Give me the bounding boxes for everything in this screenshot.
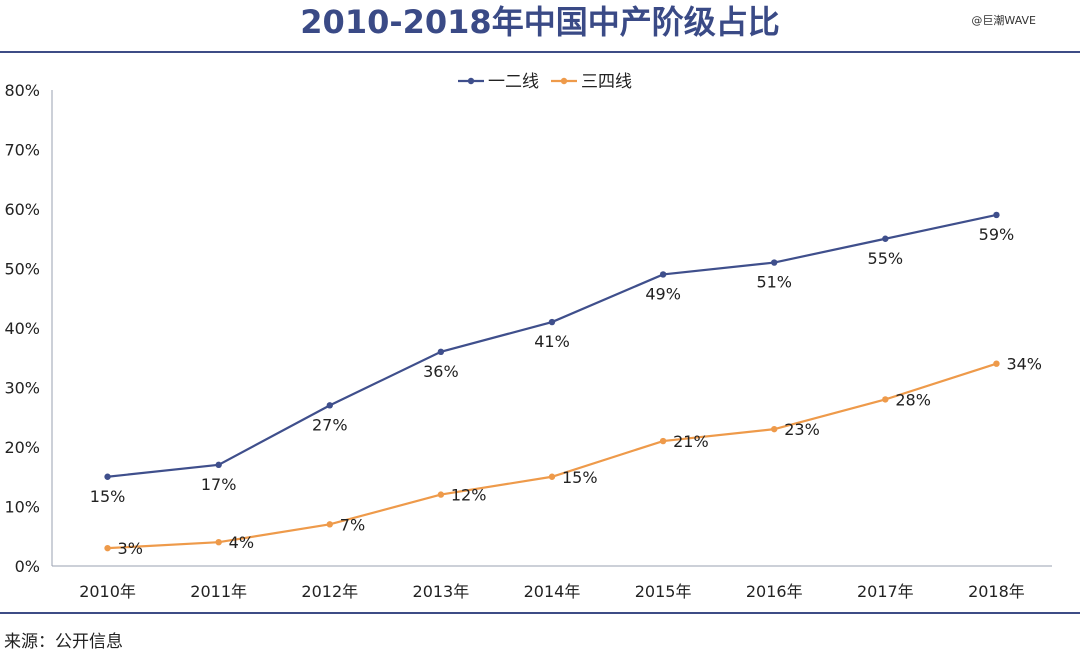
data-point xyxy=(437,491,445,498)
y-tick-label: 40% xyxy=(4,319,40,338)
legend-swatch-marker xyxy=(560,77,568,85)
data-point xyxy=(882,396,889,403)
x-tick-label: 2011年 xyxy=(190,582,247,601)
data-label: 17% xyxy=(201,475,237,494)
data-label: 23% xyxy=(784,420,820,439)
data-point xyxy=(326,521,333,528)
y-tick-label: 50% xyxy=(4,260,40,279)
line-chart: 一二线 三四线 0%10%20%30%40%50%60%70%80% 2010年 2… xyxy=(4,72,1052,601)
data-point xyxy=(215,461,222,469)
data-label: 15% xyxy=(562,468,598,487)
data-point xyxy=(993,211,1000,219)
source-note: 来源：公开信息 xyxy=(4,632,123,652)
data-point xyxy=(548,473,556,480)
data-label: 59% xyxy=(979,225,1015,244)
data-label: 34% xyxy=(1006,355,1042,374)
data-label: 4% xyxy=(229,533,254,552)
data-label: 7% xyxy=(340,515,365,534)
y-axis: 0% 10% 20% 30% 40% 50% 60% 70% 80% xyxy=(4,81,53,576)
x-tick-label: 2013年 xyxy=(413,582,470,601)
data-point xyxy=(659,437,667,445)
series-2: 3% 4% 7% 12% 15% 21% 23% 28% 34% xyxy=(104,355,1042,558)
data-point xyxy=(659,271,667,278)
y-tick-label: 60% xyxy=(4,200,40,219)
data-point xyxy=(771,425,778,433)
legend-swatch-marker xyxy=(467,77,475,85)
data-point xyxy=(437,348,445,355)
bottom-rule xyxy=(0,612,1080,614)
legend-label: 三四线 xyxy=(581,72,632,92)
x-tick-label: 2012年 xyxy=(301,582,358,601)
data-label: 27% xyxy=(312,415,348,434)
x-tick-label: 2016年 xyxy=(746,582,803,601)
series-line xyxy=(107,362,997,550)
series-group: 15% 17% 27% 36% 41% 49% 51% 55% 59% 3% 4% 7% 12% 15% 2… xyxy=(90,211,1042,558)
data-point xyxy=(215,539,222,546)
y-tick-label: 0% xyxy=(15,557,40,576)
x-tick-label: 2010年 xyxy=(79,582,136,601)
legend: 一二线 三四线 xyxy=(458,72,632,92)
watermark: @巨潮WAVE xyxy=(971,14,1036,27)
y-tick-label: 30% xyxy=(4,379,40,398)
legend-label: 一二线 xyxy=(488,72,539,92)
data-point xyxy=(104,473,111,480)
x-tick-label: 2015年 xyxy=(635,582,692,601)
data-point xyxy=(993,360,1000,367)
data-point xyxy=(104,544,111,552)
data-label: 15% xyxy=(90,487,126,506)
y-tick-label: 10% xyxy=(4,498,40,517)
data-point xyxy=(548,318,556,326)
data-point xyxy=(326,402,333,409)
y-tick-label: 20% xyxy=(4,438,40,457)
y-tick-label: 70% xyxy=(4,141,40,160)
x-tick-label: 2018年 xyxy=(968,582,1025,601)
data-label: 51% xyxy=(756,273,792,292)
top-rule xyxy=(0,51,1080,53)
data-point xyxy=(771,259,778,266)
data-label: 21% xyxy=(673,432,709,451)
data-label: 28% xyxy=(895,390,931,409)
x-axis: 2010年 2011年 2012年 2013年 2014年 2015年 2016年 2017年… xyxy=(52,565,1052,601)
x-tick-label: 2017年 xyxy=(857,582,914,601)
data-label: 3% xyxy=(118,539,143,558)
data-label: 55% xyxy=(868,249,904,268)
data-label: 36% xyxy=(423,362,459,381)
x-tick-label: 2014年 xyxy=(524,582,581,601)
data-label: 49% xyxy=(645,284,681,303)
series-1: 15% 17% 27% 36% 41% 49% 51% 55% 59% xyxy=(90,211,1015,506)
y-tick-label: 80% xyxy=(4,81,40,100)
data-label: 41% xyxy=(534,332,570,351)
data-point xyxy=(882,235,889,242)
chart-title: 2010-2018年中国中产阶级占比 xyxy=(300,3,780,41)
data-label: 12% xyxy=(451,486,487,505)
